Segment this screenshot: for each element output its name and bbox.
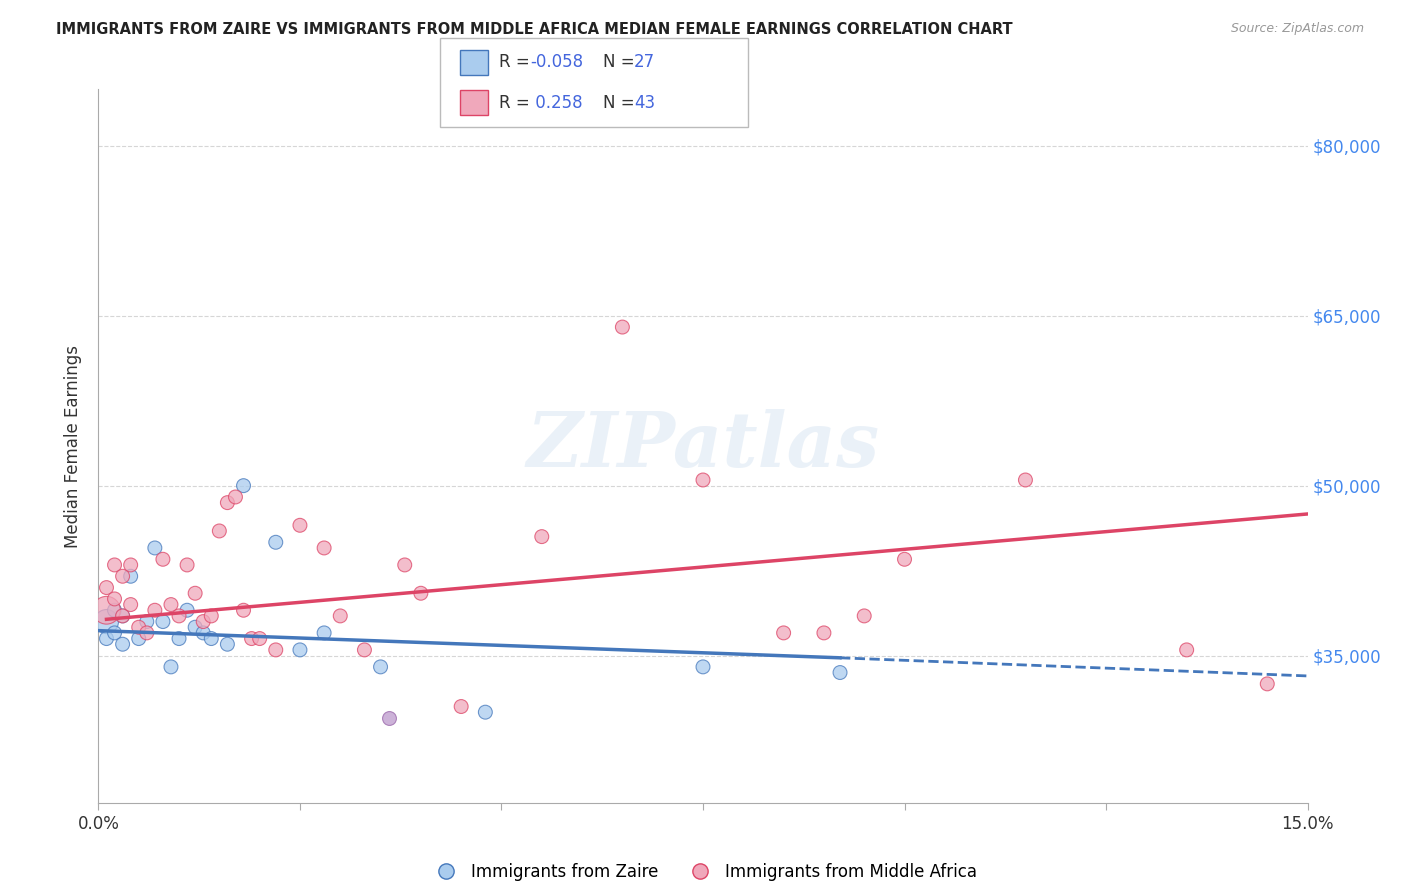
Point (612, 320, 634, 334)
Text: 43: 43 (634, 94, 655, 112)
Point (152, 552, 174, 566)
Point (232, 603, 254, 617)
Point (240, 632, 263, 646)
Point (96, 632, 118, 646)
Point (329, 608, 352, 623)
Point (249, 632, 271, 646)
Text: Source: ZipAtlas.com: Source: ZipAtlas.com (1230, 22, 1364, 36)
Point (1256, 677, 1278, 691)
Point (208, 524, 231, 538)
Point (128, 632, 150, 646)
Text: 0.258: 0.258 (530, 94, 582, 112)
Point (160, 660, 183, 674)
Point (193, 626, 215, 640)
Point (314, 626, 336, 640)
Point (143, 603, 166, 617)
Point (184, 620, 207, 634)
Point (772, 626, 794, 640)
Legend: Immigrants from Zaire, Immigrants from Middle Africa: Immigrants from Zaire, Immigrants from M… (422, 856, 984, 888)
Point (217, 637, 239, 651)
Point (288, 643, 311, 657)
Point (264, 535, 287, 549)
Point (120, 598, 142, 612)
Point (96, 615, 118, 629)
Point (394, 558, 416, 572)
Text: -0.058: -0.058 (530, 54, 583, 71)
Point (853, 608, 876, 623)
Point (893, 552, 915, 566)
Text: R =: R = (499, 94, 536, 112)
Point (120, 569, 142, 583)
Point (103, 591, 125, 606)
Point (128, 620, 150, 634)
Point (370, 660, 392, 674)
Text: N =: N = (603, 54, 640, 71)
Point (176, 603, 198, 617)
Point (103, 626, 125, 640)
Point (120, 558, 142, 572)
Point (111, 637, 134, 651)
Point (143, 541, 166, 555)
Point (184, 586, 207, 600)
Point (224, 490, 246, 504)
Point (314, 541, 336, 555)
Text: IMMIGRANTS FROM ZAIRE VS IMMIGRANTS FROM MIDDLE AFRICA MEDIAN FEMALE EARNINGS CO: IMMIGRANTS FROM ZAIRE VS IMMIGRANTS FROM… (56, 22, 1012, 37)
Point (530, 530, 553, 544)
Point (103, 603, 125, 617)
Point (409, 586, 432, 600)
Point (200, 632, 222, 646)
Point (692, 660, 714, 674)
Point (1014, 473, 1036, 487)
Point (96, 603, 118, 617)
Point (96, 581, 118, 595)
Y-axis label: Median Female Earnings: Median Female Earnings (65, 344, 83, 548)
Point (167, 632, 190, 646)
Point (353, 643, 375, 657)
Point (813, 626, 835, 640)
Point (103, 558, 125, 572)
Point (193, 615, 215, 629)
Point (264, 643, 287, 657)
Text: R =: R = (499, 54, 536, 71)
Point (1175, 643, 1198, 657)
Point (135, 615, 157, 629)
Text: 27: 27 (634, 54, 655, 71)
Point (232, 478, 254, 492)
Point (474, 705, 496, 719)
Point (377, 711, 399, 725)
Point (160, 598, 183, 612)
Text: ZIPatlas: ZIPatlas (526, 409, 880, 483)
Point (135, 626, 157, 640)
Point (288, 518, 311, 533)
Point (828, 665, 851, 680)
Point (450, 699, 472, 714)
Point (111, 569, 134, 583)
Point (200, 608, 222, 623)
Point (111, 608, 134, 623)
Text: N =: N = (603, 94, 640, 112)
Point (111, 608, 134, 623)
Point (692, 473, 714, 487)
Point (176, 558, 198, 572)
Point (217, 495, 239, 509)
Point (152, 615, 174, 629)
Point (167, 608, 190, 623)
